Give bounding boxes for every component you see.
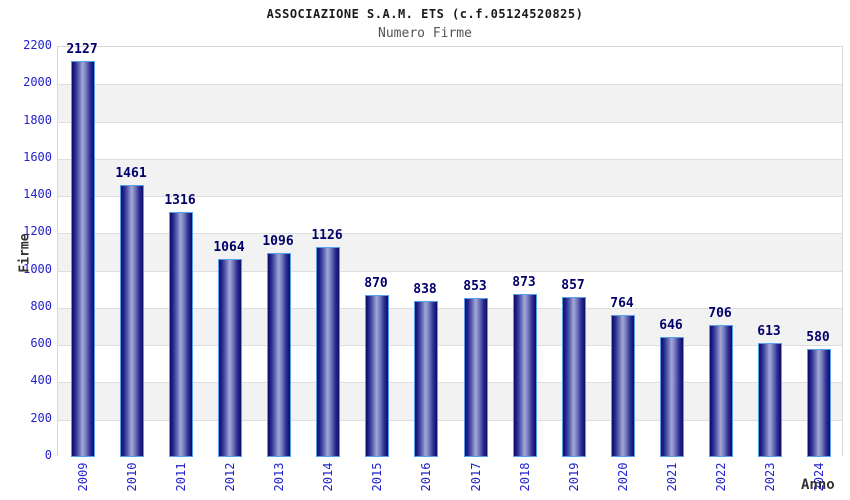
bar-value-label: 1316 — [164, 193, 196, 208]
y-axis-title: Firme — [17, 233, 33, 273]
x-axis-title: Anno — [801, 477, 835, 493]
bar-value-label: 857 — [561, 278, 585, 293]
bar-value-label: 580 — [806, 330, 830, 345]
x-tick-label: 2016 — [419, 462, 433, 492]
bar-value-label: 764 — [610, 296, 634, 311]
gridline — [58, 84, 842, 86]
x-tick-label: 2015 — [370, 462, 384, 492]
x-tick-label: 2013 — [272, 462, 286, 492]
gridline — [58, 196, 842, 198]
y-tick-label: 200 — [30, 410, 52, 425]
bar-2018 — [513, 294, 537, 457]
gridline — [58, 307, 842, 309]
chart-subtitle: Numero Firme — [378, 26, 472, 41]
x-tick-label: 2012 — [223, 462, 237, 492]
bar-2009 — [71, 61, 95, 457]
gridline — [58, 382, 842, 384]
bar-value-label: 706 — [708, 306, 732, 321]
bar-2020 — [611, 315, 635, 457]
x-tick-label: 2014 — [321, 462, 335, 492]
y-tick-label: 1800 — [23, 112, 52, 127]
y-tick-label: 600 — [30, 336, 52, 351]
x-tick-label: 2018 — [518, 462, 532, 492]
bar-2012 — [218, 259, 242, 457]
bar-2010 — [120, 185, 144, 457]
gridline — [58, 233, 842, 235]
bar-2022 — [709, 325, 733, 457]
gridline — [58, 419, 842, 421]
x-tick-label: 2009 — [76, 462, 90, 492]
chart-title: ASSOCIAZIONE S.A.M. ETS (c.f.05124520825… — [266, 7, 584, 21]
bar-value-label: 870 — [364, 276, 388, 291]
x-tick-label: 2023 — [763, 462, 777, 492]
gridline — [58, 345, 842, 347]
bar-2023 — [758, 343, 782, 457]
gridline — [58, 121, 842, 123]
bar-2015 — [365, 295, 389, 457]
bar-2021 — [660, 337, 684, 457]
bar-2019 — [562, 297, 586, 457]
y-tick-label: 1000 — [23, 261, 52, 276]
bar-value-label: 2127 — [66, 42, 98, 57]
plot-band — [58, 121, 842, 159]
y-tick-label: 800 — [30, 298, 52, 313]
bar-value-label: 1126 — [311, 228, 343, 243]
x-tick-label: 2022 — [714, 462, 728, 492]
bar-2013 — [267, 253, 291, 457]
plot-band — [58, 84, 842, 122]
bar-value-label: 838 — [413, 282, 437, 297]
bar-value-label: 1461 — [115, 166, 147, 181]
y-tick-label: 2200 — [23, 38, 52, 52]
bar-value-label: 1096 — [262, 234, 294, 249]
gridline — [58, 158, 842, 160]
bar-2011 — [169, 212, 193, 457]
x-tick-label: 2010 — [125, 462, 139, 492]
bar-value-label: 873 — [512, 275, 536, 290]
y-tick-label: 400 — [30, 373, 52, 388]
bar-2024 — [807, 349, 831, 457]
x-tick-label: 2017 — [469, 462, 483, 492]
x-tick-label: 2021 — [665, 462, 679, 492]
bar-value-label: 1064 — [213, 240, 245, 255]
bar-2016 — [414, 301, 438, 457]
y-tick-label: 1200 — [23, 224, 52, 239]
x-tick-label: 2019 — [567, 462, 581, 492]
bar-value-label: 613 — [757, 324, 781, 339]
y-tick-label: 0 — [44, 448, 52, 462]
plot-band — [58, 158, 842, 197]
bar-2017 — [464, 298, 488, 457]
y-tick-label: 2000 — [23, 75, 52, 90]
plot-area — [57, 46, 843, 457]
x-tick-label: 2020 — [616, 462, 630, 492]
y-tick-label: 1400 — [23, 187, 52, 202]
x-tick-label: 2011 — [174, 462, 188, 492]
y-tick-label: 1600 — [23, 149, 52, 164]
bar-value-label: 646 — [659, 318, 683, 333]
bar-2014 — [316, 247, 340, 457]
bar-value-label: 853 — [463, 279, 487, 294]
plot-band — [58, 47, 842, 85]
gridline — [58, 270, 842, 272]
